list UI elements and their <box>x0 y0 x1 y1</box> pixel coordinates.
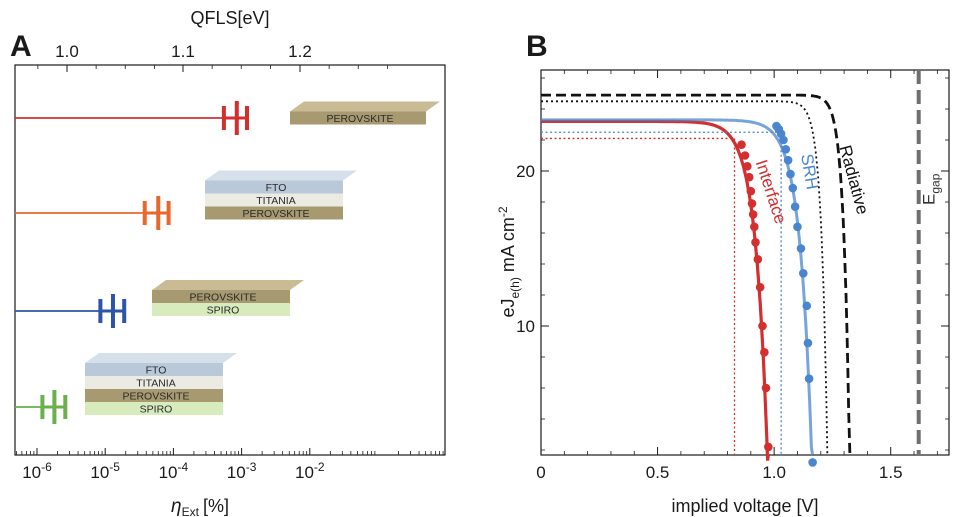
a-layer-perovskite <box>152 290 290 303</box>
b-xtick-label: 0 <box>536 463 545 482</box>
a-layer-label: TITANIA <box>256 195 295 207</box>
b-data-point <box>744 172 754 182</box>
b-data-point <box>761 383 771 393</box>
b-egap-label: Egap <box>920 173 943 205</box>
a-layer-top-face <box>85 353 237 363</box>
a-layer-perovskite <box>205 206 343 220</box>
panel-a-xlabel: ηExt [%] <box>171 496 229 517</box>
a-layer-perovskite <box>85 389 223 402</box>
b-curve-label: Interface <box>752 157 791 226</box>
b-curve-radiative <box>541 93 852 456</box>
a-layer-label: SPIRO <box>140 404 173 416</box>
a-layer-fto <box>85 363 223 376</box>
b-data-point <box>796 244 806 253</box>
b-data-point <box>798 269 808 278</box>
b-data-point <box>740 151 750 160</box>
a-xtick-label: 10-4 <box>159 460 189 482</box>
a-layer-top-face <box>205 170 357 181</box>
b-data-point <box>783 155 793 165</box>
b-data-point <box>751 238 760 247</box>
a-layer-label: PEROVSKITE <box>122 391 189 403</box>
b-data-point <box>790 202 800 211</box>
a-xtick-label: 10-6 <box>22 460 52 482</box>
a-layer-label: PEROVSKITE <box>326 113 393 125</box>
panel-a-letter: A <box>10 30 32 63</box>
b-data-point <box>760 348 769 357</box>
panel-b-letter: B <box>526 30 548 63</box>
b-data-point <box>737 140 746 149</box>
b-data-point <box>753 255 763 264</box>
b-curve-srh <box>540 118 815 456</box>
a-layer-label: TITANIA <box>136 378 175 390</box>
b-xtick-label: 1.0 <box>762 463 786 482</box>
a-layer-fto <box>205 180 343 194</box>
a-layer-label: PEROVSKITE <box>189 292 256 304</box>
a-xtick-label: 10-3 <box>227 460 257 482</box>
b-data-point <box>786 169 795 179</box>
a-layer-perovskite <box>290 111 426 125</box>
b-data-point <box>793 222 802 232</box>
b-data-point <box>779 135 788 145</box>
a-layer-label: PEROVSKITE <box>242 208 309 220</box>
panel-a-bottom-axis: 10-6 10-5 10-4 10-3 10-2 <box>16 448 444 482</box>
b-data-point <box>758 321 767 331</box>
panel-b-axes: 0 0.5 1.0 1.5 10 20 <box>516 70 949 482</box>
panel-b-xlabel: implied voltage [V] <box>671 496 818 516</box>
b-ytick-label: 10 <box>516 317 535 336</box>
a-layer-spiro <box>152 303 290 316</box>
a-top-tick-label: 1.0 <box>55 42 79 61</box>
b-data-point <box>750 222 759 232</box>
b-xtick-label: 1.5 <box>879 463 903 482</box>
a-layer-spiro <box>85 402 223 415</box>
panel-a-series-group <box>15 101 250 424</box>
b-data-point <box>808 458 817 467</box>
b-data-point <box>743 162 752 171</box>
a-top-tick-label: 1.1 <box>171 42 195 61</box>
a-layer-top-face <box>152 280 304 290</box>
b-data-point <box>804 374 814 384</box>
a-xtick-label: 10-5 <box>90 460 120 482</box>
panel-a-top-axis-title: QFLS[eV] <box>190 8 269 28</box>
a-layer-label: FTO <box>146 365 167 377</box>
a-layer-titania <box>205 193 343 207</box>
b-data-point <box>764 442 773 452</box>
b-ytick-label: 20 <box>516 162 535 181</box>
b-xtick-label: 0.5 <box>646 463 670 482</box>
a-layer-label: SPIRO <box>207 305 240 317</box>
b-data-point <box>748 210 758 219</box>
panel-a-frame <box>14 64 446 456</box>
b-data-point <box>802 301 812 311</box>
panel-b-ylabel: eJe(h) mA cm-2 <box>496 206 522 317</box>
b-data-point <box>788 183 798 193</box>
a-layer-top-face <box>290 101 440 112</box>
panel-a-layer-stacks: PEROVSKITEFTOTITANIAPEROVSKITEPEROVSKITE… <box>85 101 440 416</box>
b-data-point <box>781 145 791 154</box>
a-layer-titania <box>85 376 223 389</box>
a-xtick-label: 10-2 <box>295 460 325 482</box>
panel-a-top-axis: 1.0 1.1 1.2 <box>37 42 388 72</box>
b-data-point <box>747 199 757 208</box>
a-top-tick-label: 1.2 <box>288 42 312 61</box>
b-data-point <box>803 338 813 348</box>
a-layer-label: FTO <box>266 182 287 194</box>
panel-b-frame <box>540 69 950 456</box>
b-data-point <box>746 186 756 196</box>
b-data-point <box>755 282 765 292</box>
